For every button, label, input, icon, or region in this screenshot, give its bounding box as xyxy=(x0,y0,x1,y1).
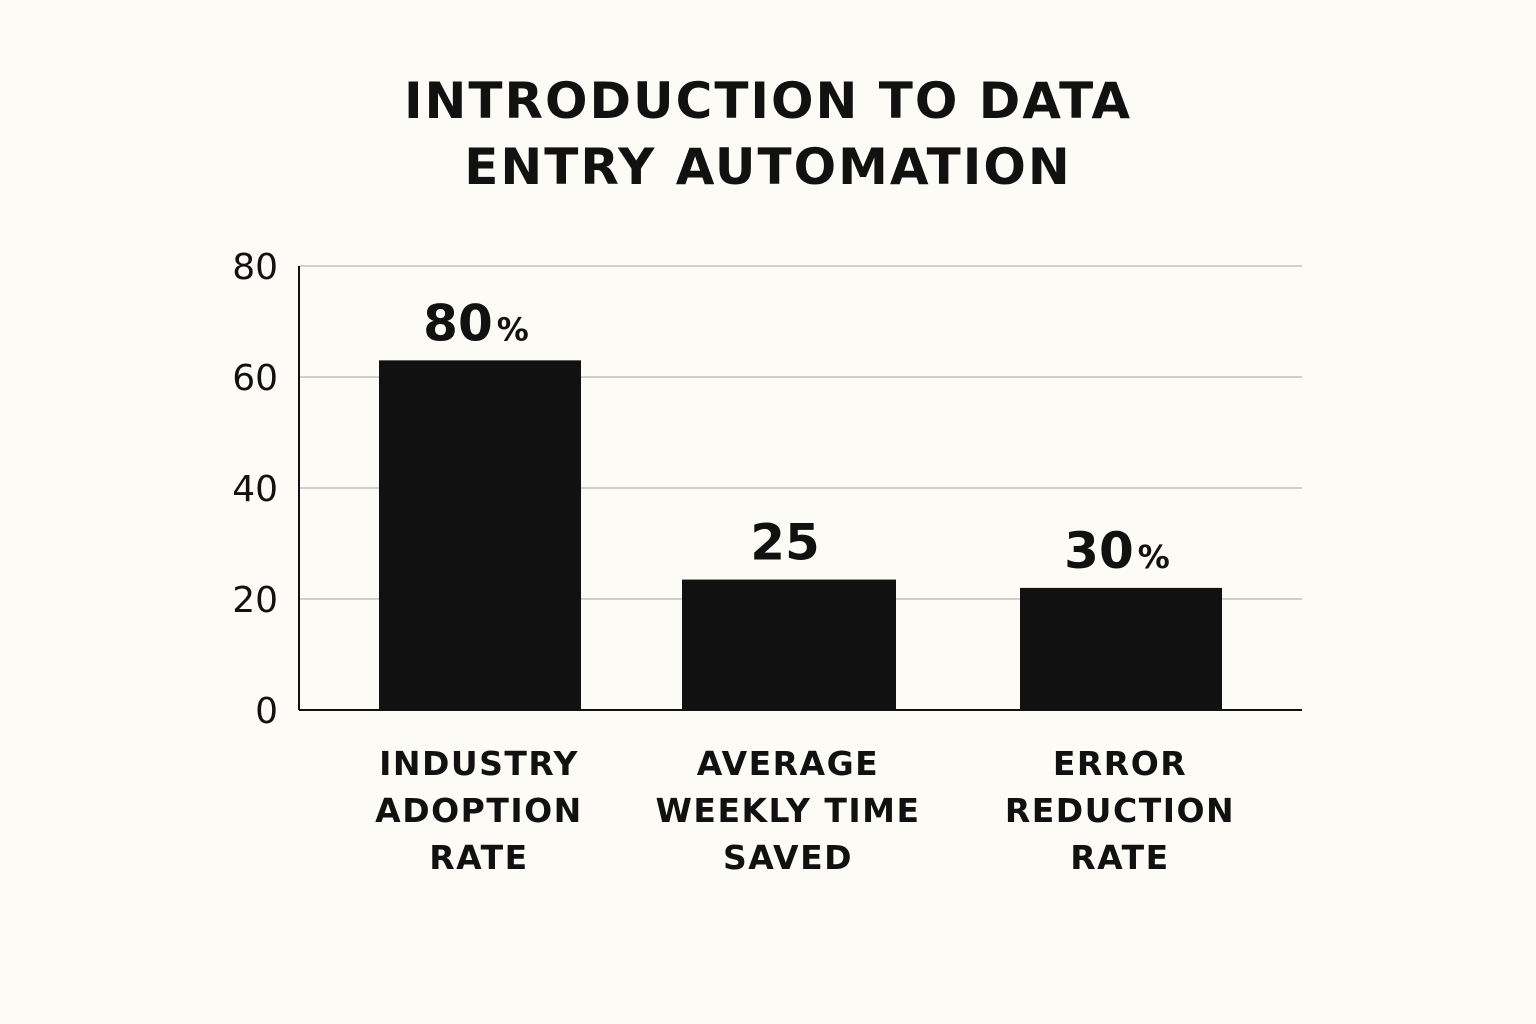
category-label-line: INDUSTRY xyxy=(379,744,579,783)
bars xyxy=(379,360,1222,710)
bar-3 xyxy=(1020,587,1222,710)
x-axis-category-labels: INDUSTRY ADOPTION RATE AVERAGE WEEKLY TIME SA… xyxy=(375,744,1235,877)
category-label-line: ADOPTION xyxy=(375,791,583,830)
axes xyxy=(298,266,1302,711)
chart-title-line-1: INTRODUCTION TO DATA xyxy=(403,72,1133,130)
y-tick-label-20: 20 xyxy=(232,580,278,621)
category-label-line: SAVED xyxy=(723,838,853,877)
category-label-line: REDUCTION xyxy=(1005,791,1235,830)
y-tick-label-40: 40 xyxy=(232,469,278,510)
y-tick-label-0: 0 xyxy=(255,691,278,732)
bar-1 xyxy=(379,360,581,710)
bar-2 xyxy=(682,579,896,710)
category-label-line: ERROR xyxy=(1053,744,1187,783)
category-label-1: INDUSTRY ADOPTION RATE xyxy=(375,744,583,877)
data-label-value: 30 xyxy=(1064,522,1134,580)
data-label-value: 80 xyxy=(423,294,493,352)
data-label-unit: % xyxy=(497,310,529,348)
category-label-2: AVERAGE WEEKLY TIME SAVED xyxy=(656,744,921,877)
category-label-line: RATE xyxy=(1070,838,1169,877)
data-label-value: 25 xyxy=(750,514,820,572)
y-tick-label-80: 80 xyxy=(232,247,278,288)
data-label-1: 80% xyxy=(423,294,529,352)
data-label-2: 25 xyxy=(750,514,820,572)
category-label-line: WEEKLY TIME xyxy=(656,791,921,830)
data-labels: 80 % 25 30% xyxy=(423,294,1170,580)
data-label-3: 30% xyxy=(1064,522,1170,580)
data-label-unit: % xyxy=(1138,538,1170,576)
category-label-3: ERROR REDUCTION RATE xyxy=(1005,744,1235,877)
y-axis-tick-labels: 0 20 40 60 80 xyxy=(232,247,278,732)
category-label-line: RATE xyxy=(429,838,528,877)
y-tick-label-60: 60 xyxy=(232,358,278,399)
chart-title-line-2: ENTRY AUTOMATION xyxy=(464,138,1072,196)
category-label-line: AVERAGE xyxy=(697,744,879,783)
